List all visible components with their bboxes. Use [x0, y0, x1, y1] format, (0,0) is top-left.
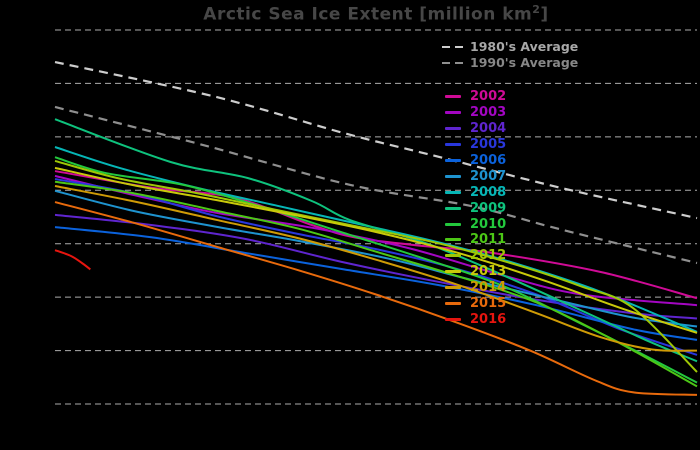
legend-item-2010: 2010: [442, 216, 506, 232]
legend-label-2002: 2002: [470, 89, 507, 105]
legend-label-2008: 2008: [470, 184, 507, 200]
legend-swatch-2015: [445, 302, 461, 306]
legend-label-2004: 2004: [470, 121, 507, 137]
legend-swatch-2012: [445, 254, 461, 258]
legend-swatch-2002: [445, 95, 461, 99]
legend-swatch-2009: [445, 206, 461, 210]
legend-swatch-1980-s-average: [442, 46, 464, 48]
legend-label-1990-s-average: 1990's Average: [470, 54, 579, 70]
legend-averages-group: 1980's Average 1990's Average: [442, 39, 578, 71]
legend-label-2006: 2006: [470, 153, 507, 168]
series-line-2007: [54, 189, 698, 328]
legend-swatch-2010: [445, 222, 461, 226]
legend-label-1980-s-average: 1980's Average: [470, 38, 579, 54]
series-line-2003: [54, 174, 698, 307]
legend-item-2003: 2003: [442, 105, 506, 121]
legend-swatch-2004: [445, 127, 461, 131]
legend-label-2005: 2005: [470, 137, 507, 153]
legend-label-2013: 2013: [470, 264, 507, 280]
legend-item-2016: 2016: [442, 311, 506, 327]
legend-swatch-2011: [445, 238, 461, 242]
series-line-2012: [54, 159, 698, 373]
legend-item-2009: 2009: [442, 200, 506, 216]
legend-item-2005: 2005: [442, 137, 506, 153]
legend-label-2007: 2007: [470, 168, 507, 184]
legend-label-2011: 2011: [470, 232, 507, 248]
legend-swatch-1990-s-average: [442, 62, 464, 64]
series-line-2011: [54, 180, 698, 388]
chart-title: Arctic Sea Ice Extent [million km2]: [55, 3, 697, 25]
legend-item-1980-s-average: 1980's Average: [442, 39, 578, 55]
legend-years-group: 2002 2003 2004 2005 2006 2007 2008 2009 2010 2011…: [442, 89, 506, 327]
gridlines-layer: [55, 29, 697, 405]
legend-item-2006: 2006: [442, 153, 506, 169]
legend-item-2007: 2007: [442, 168, 506, 184]
chart-title-suffix: ]: [540, 4, 549, 25]
legend-item-2012: 2012: [442, 248, 506, 264]
legend-swatch-2014: [445, 286, 461, 290]
legend-label-2010: 2010: [470, 216, 507, 232]
series-line-1980-s-average: [54, 60, 698, 220]
legend-item-2013: 2013: [442, 264, 506, 280]
series-line-2016: [54, 249, 91, 271]
series-line-2013: [54, 166, 698, 334]
legend-label-2015: 2015: [470, 296, 507, 312]
series-layer: [54, 60, 698, 396]
legend-item-2002: 2002: [442, 89, 506, 105]
legend-label-2016: 2016: [470, 311, 507, 327]
legend-item-2011: 2011: [442, 232, 506, 248]
legend-label-2003: 2003: [470, 105, 507, 121]
legend-swatch-2016: [445, 317, 461, 321]
chart-title-text: Arctic Sea Ice Extent [million km: [203, 4, 533, 25]
chart-title-superscript: 2: [532, 3, 541, 16]
legend-swatch-2007: [445, 174, 461, 178]
series-line-2015: [54, 201, 698, 396]
series-line-2009: [54, 118, 698, 363]
legend-swatch-2006: [445, 159, 461, 162]
legend-item-2014: 2014: [442, 280, 506, 296]
legend-item-1990-s-average: 1990's Average: [442, 55, 578, 71]
series-line-1990-s-average: [54, 105, 698, 265]
legend-item-2015: 2015: [442, 296, 506, 312]
series-line-2004: [54, 213, 698, 320]
series-line-2006: [54, 226, 698, 341]
legend-swatch-2003: [445, 111, 461, 115]
legend-item-2004: 2004: [442, 121, 506, 137]
legend-label-2012: 2012: [470, 248, 507, 264]
legend-label-2014: 2014: [470, 280, 507, 296]
series-line-2014: [54, 185, 698, 352]
legend-label-2009: 2009: [470, 200, 507, 216]
legend-swatch-2005: [445, 143, 461, 147]
legend-swatch-2008: [445, 190, 461, 194]
legend-swatch-2013: [445, 270, 461, 274]
legend-item-2008: 2008: [442, 184, 506, 200]
